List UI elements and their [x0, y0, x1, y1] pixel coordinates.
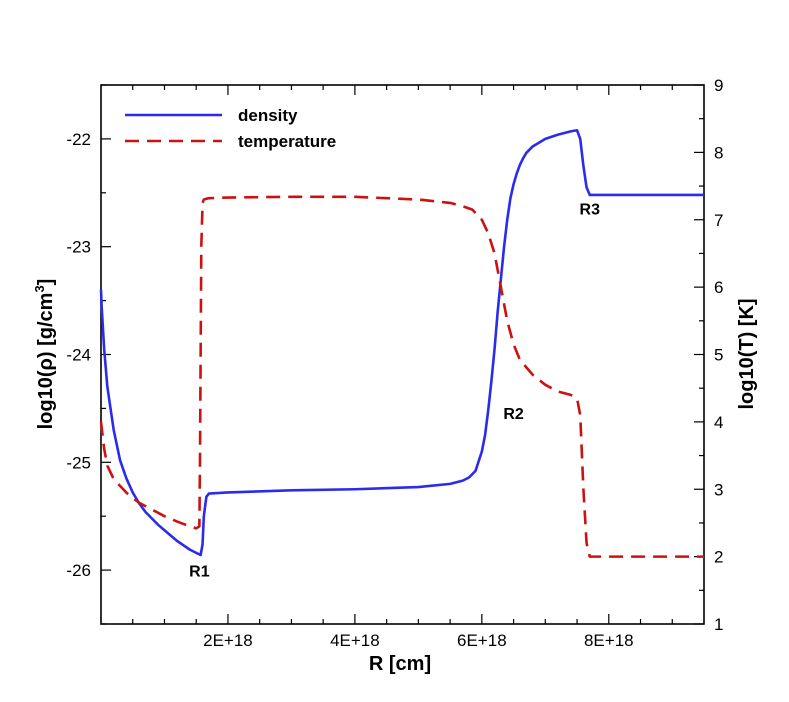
- annotation-r1: R1: [189, 564, 210, 581]
- x-tick-label: 8E+18: [584, 631, 634, 650]
- y-left-tick-label: -23: [66, 238, 91, 257]
- y-right-tick-label: 9: [714, 76, 723, 95]
- x-tick-label: 6E+18: [457, 631, 507, 650]
- y-axis-left-title-sup: 3: [32, 285, 47, 292]
- tick-labels: 2E+18 4E+18 6E+18 8E+18 -22 -23 -24 -25 -26 1 2 3 4 5…: [66, 76, 723, 650]
- plot-frame: [100, 84, 705, 625]
- x-tick-label: 4E+18: [330, 631, 380, 650]
- y-axis-left-title: log10(ρ) [g/cm3]: [32, 279, 57, 430]
- y-right-tick-label: 2: [714, 548, 723, 567]
- y-left-tick-label: -22: [66, 130, 91, 149]
- y-left-tick-label: -24: [66, 346, 91, 365]
- y-right-tick-label: 1: [714, 615, 723, 634]
- annotations: R1 R2 R3: [189, 201, 600, 580]
- y-axis-right-title: log10(T) [K]: [736, 298, 758, 409]
- legend: density temperature: [125, 106, 336, 151]
- y-right-tick-label: 4: [714, 413, 723, 432]
- legend-label-density: density: [238, 106, 298, 125]
- x-axis-title: R [cm]: [369, 653, 431, 675]
- legend-label-temperature: temperature: [238, 132, 336, 151]
- axis-ticks: [101, 84, 704, 625]
- y-right-tick-label: 6: [714, 278, 723, 297]
- series-group: [99, 128, 704, 558]
- y-right-tick-label: 3: [714, 480, 723, 499]
- y-left-tick-label: -25: [66, 453, 91, 472]
- series-line-temperature: [99, 195, 704, 558]
- x-tick-label: 2E+18: [203, 631, 253, 650]
- y-right-tick-label: 7: [714, 211, 723, 230]
- annotation-r3: R3: [580, 201, 601, 218]
- series-line-density: [99, 128, 704, 557]
- y-left-tick-label: -26: [66, 561, 91, 580]
- annotation-r2: R2: [503, 406, 524, 423]
- y-right-tick-label: 5: [714, 346, 723, 365]
- y-right-tick-label: 8: [714, 143, 723, 162]
